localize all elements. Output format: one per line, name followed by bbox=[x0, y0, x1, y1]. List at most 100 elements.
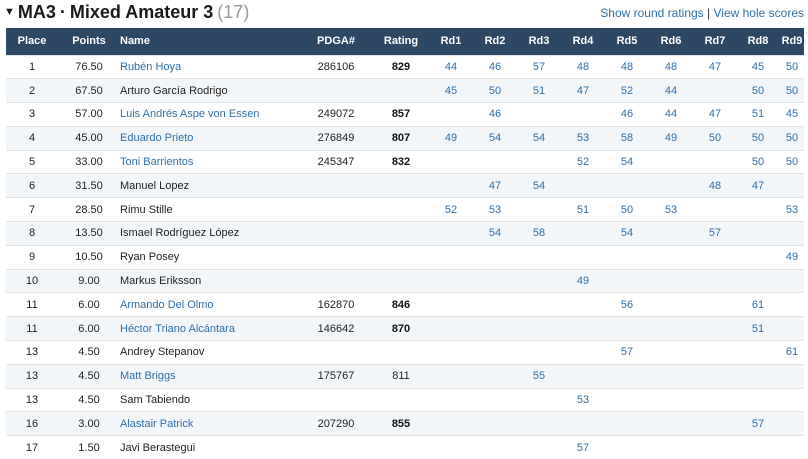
round-5-score[interactable]: 54 bbox=[606, 221, 648, 246]
round-6-score[interactable]: 44 bbox=[648, 102, 694, 127]
column-header-rd7[interactable]: Rd7 bbox=[704, 35, 726, 48]
round-3-score[interactable]: 54 bbox=[518, 173, 560, 198]
round-2-score[interactable]: 46 bbox=[472, 54, 518, 79]
round-9-score[interactable]: 50 bbox=[780, 125, 804, 151]
round-6-score[interactable]: 44 bbox=[648, 78, 694, 103]
column-header-rating[interactable]: Rating bbox=[383, 35, 419, 48]
points-cell: 6.00 bbox=[58, 292, 120, 317]
column-header-rd1[interactable]: Rd1 bbox=[440, 35, 462, 48]
round-2-score[interactable]: 50 bbox=[472, 78, 518, 103]
round-2-score bbox=[472, 411, 518, 436]
round-3-score[interactable]: 57 bbox=[518, 54, 560, 79]
round-7-score[interactable]: 57 bbox=[694, 221, 736, 246]
round-3-score bbox=[518, 292, 560, 317]
round-5-score[interactable]: 54 bbox=[606, 149, 648, 174]
round-8-score[interactable]: 61 bbox=[736, 292, 780, 317]
division-title[interactable]: ▼ MA3 · Mixed Amateur 3 (17) bbox=[4, 2, 249, 23]
round-4-score[interactable]: 53 bbox=[560, 125, 606, 151]
round-8-score[interactable]: 50 bbox=[736, 78, 780, 103]
round-1-score[interactable]: 45 bbox=[430, 78, 472, 103]
division-name: Mixed Amateur 3 bbox=[69, 2, 214, 22]
round-5-score[interactable]: 57 bbox=[606, 340, 648, 365]
round-9-score[interactable]: 50 bbox=[780, 149, 804, 174]
round-8-score[interactable]: 45 bbox=[736, 54, 780, 79]
column-header-rd9[interactable]: Rd9 bbox=[781, 35, 803, 48]
round-4-score[interactable]: 51 bbox=[560, 197, 606, 222]
round-2-score[interactable]: 54 bbox=[472, 125, 518, 151]
column-header-rd4[interactable]: Rd4 bbox=[572, 35, 594, 48]
round-5-score[interactable]: 50 bbox=[606, 197, 648, 222]
round-1-score[interactable]: 49 bbox=[430, 125, 472, 151]
round-9-score[interactable]: 50 bbox=[780, 54, 804, 79]
round-9-score[interactable]: 61 bbox=[780, 340, 804, 365]
division-header: ▼ MA3 · Mixed Amateur 3 (17) Show round rati… bbox=[0, 0, 808, 26]
round-6-score[interactable]: 53 bbox=[648, 197, 694, 222]
player-name[interactable]: Alastair Patrick bbox=[120, 411, 300, 436]
player-name[interactable]: Rubén Hoya bbox=[120, 54, 300, 79]
round-8-score[interactable]: 51 bbox=[736, 102, 780, 127]
round-3-score[interactable]: 55 bbox=[518, 363, 560, 389]
column-header-pdga[interactable]: PDGA# bbox=[317, 35, 355, 48]
player-name[interactable]: Eduardo Prieto bbox=[120, 125, 300, 151]
column-header-rd6[interactable]: Rd6 bbox=[660, 35, 682, 48]
round-2-score[interactable]: 46 bbox=[472, 102, 518, 127]
round-4-score[interactable]: 49 bbox=[560, 268, 606, 293]
column-header-rd5[interactable]: Rd5 bbox=[616, 35, 638, 48]
round-9-score[interactable]: 45 bbox=[780, 102, 804, 127]
round-1-score[interactable]: 44 bbox=[430, 54, 472, 79]
round-4-score[interactable]: 52 bbox=[560, 149, 606, 174]
round-6-score bbox=[648, 411, 694, 436]
column-header-name[interactable]: Name bbox=[120, 35, 150, 48]
pdga-number-cell: 249072 bbox=[300, 102, 372, 127]
round-5-score[interactable]: 52 bbox=[606, 78, 648, 103]
round-5-score[interactable]: 58 bbox=[606, 125, 648, 151]
round-8-score[interactable]: 50 bbox=[736, 149, 780, 174]
round-3-score[interactable]: 51 bbox=[518, 78, 560, 103]
round-6-score[interactable]: 48 bbox=[648, 54, 694, 79]
round-8-score[interactable]: 47 bbox=[736, 173, 780, 198]
pdga-number-cell: 286106 bbox=[300, 54, 372, 79]
round-7-score[interactable]: 47 bbox=[694, 54, 736, 79]
pdga-number-cell bbox=[300, 244, 372, 270]
view-hole-scores-link[interactable]: View hole scores bbox=[713, 6, 805, 20]
round-1-score[interactable]: 52 bbox=[430, 197, 472, 222]
round-4-score[interactable]: 48 bbox=[560, 54, 606, 79]
rating-cell bbox=[372, 197, 430, 222]
round-5-score[interactable]: 46 bbox=[606, 102, 648, 127]
round-4-score[interactable]: 47 bbox=[560, 78, 606, 103]
round-9-score[interactable]: 53 bbox=[780, 197, 804, 222]
round-3-score[interactable]: 54 bbox=[518, 125, 560, 151]
round-8-score[interactable]: 50 bbox=[736, 125, 780, 151]
round-5-score[interactable]: 48 bbox=[606, 54, 648, 79]
round-5-score[interactable]: 56 bbox=[606, 292, 648, 317]
round-2-score[interactable]: 54 bbox=[472, 221, 518, 246]
column-header-rd3[interactable]: Rd3 bbox=[528, 35, 550, 48]
pdga-number-cell bbox=[300, 197, 372, 222]
round-4-score[interactable]: 57 bbox=[560, 435, 606, 459]
player-name[interactable]: Luis Andrés Aspe von Essen bbox=[120, 102, 300, 127]
round-8-score[interactable]: 51 bbox=[736, 316, 780, 341]
round-4-score[interactable]: 53 bbox=[560, 387, 606, 412]
collapse-triangle-icon[interactable]: ▼ bbox=[4, 6, 15, 18]
round-2-score[interactable]: 53 bbox=[472, 197, 518, 222]
column-header-points[interactable]: Points bbox=[72, 35, 106, 48]
round-8-score[interactable]: 57 bbox=[736, 411, 780, 436]
player-name[interactable]: Matt Briggs bbox=[120, 363, 300, 389]
round-7-score[interactable]: 50 bbox=[694, 125, 736, 151]
round-6-score[interactable]: 49 bbox=[648, 125, 694, 151]
player-name[interactable]: Toni Barrientos bbox=[120, 149, 300, 174]
show-round-ratings-link[interactable]: Show round ratings bbox=[600, 6, 704, 20]
column-header-rd2[interactable]: Rd2 bbox=[484, 35, 506, 48]
round-2-score[interactable]: 47 bbox=[472, 173, 518, 198]
round-2-score bbox=[472, 292, 518, 317]
player-name[interactable]: Armando Del Olmo bbox=[120, 292, 300, 317]
player-name[interactable]: Héctor Triano Alcántara bbox=[120, 316, 300, 341]
round-7-score[interactable]: 47 bbox=[694, 102, 736, 127]
column-header-rd8[interactable]: Rd8 bbox=[747, 35, 769, 48]
place-cell: 5 bbox=[6, 149, 58, 174]
round-9-score[interactable]: 49 bbox=[780, 244, 804, 270]
round-9-score[interactable]: 50 bbox=[780, 78, 804, 103]
round-3-score[interactable]: 58 bbox=[518, 221, 560, 246]
round-7-score[interactable]: 48 bbox=[694, 173, 736, 198]
column-header-place[interactable]: Place bbox=[17, 35, 47, 48]
